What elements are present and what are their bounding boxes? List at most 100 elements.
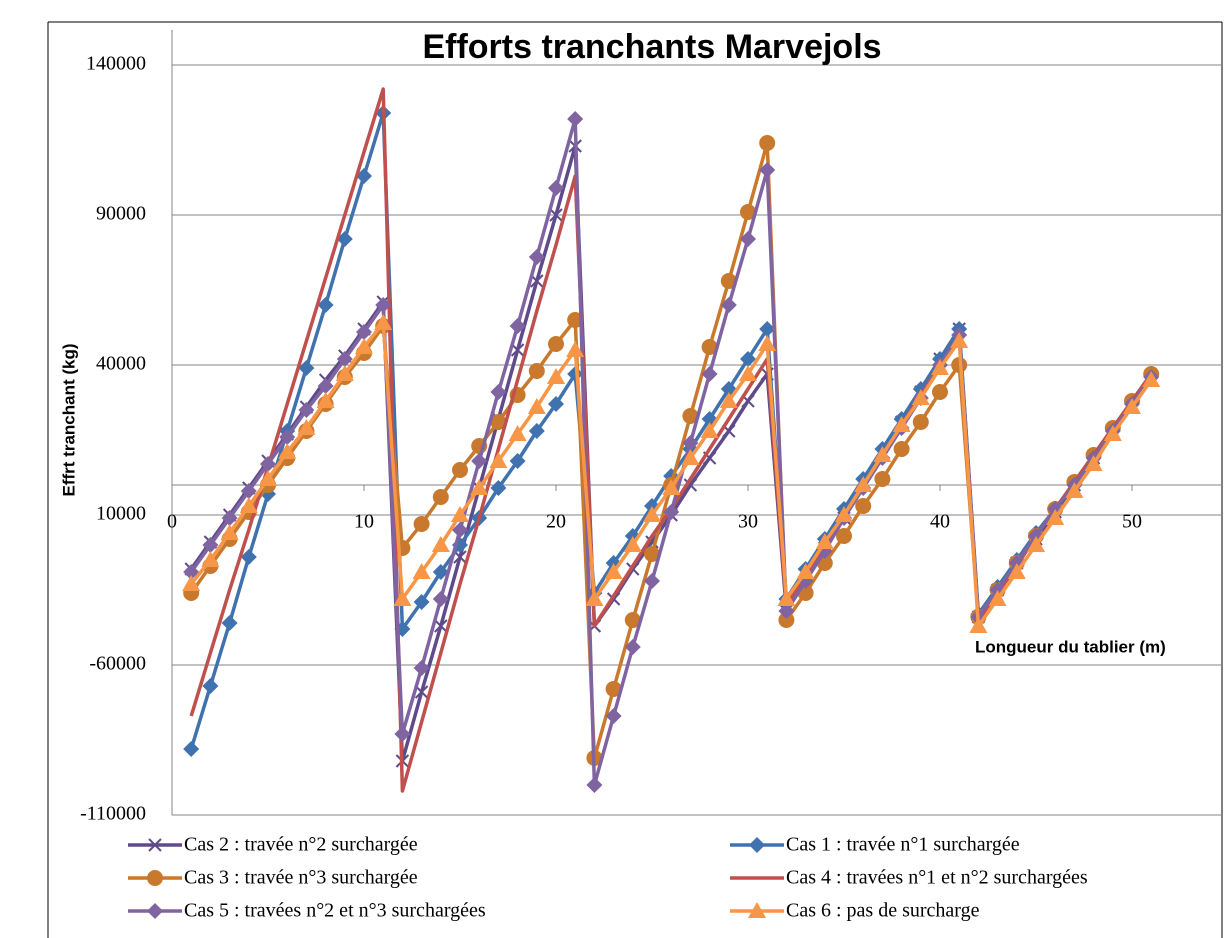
data-point: [355, 338, 373, 354]
series-group: [182, 87, 1161, 793]
data-point: [1065, 482, 1084, 498]
data-point: [796, 563, 815, 579]
data-point: [911, 389, 930, 405]
data-point: [393, 590, 412, 606]
data-point: [892, 416, 911, 432]
data-point: [548, 336, 564, 352]
x-tick-label: 0: [167, 511, 177, 533]
data-point: [1084, 455, 1103, 471]
data-point: [549, 208, 563, 222]
data-point: [528, 423, 545, 439]
data-point: [701, 366, 718, 382]
x-tick-label: 20: [546, 511, 566, 533]
data-point: [471, 453, 488, 469]
data-point: [644, 573, 660, 589]
data-point: [988, 590, 1007, 606]
data-point: [874, 471, 891, 487]
data-point: [1103, 425, 1122, 441]
data-point: [508, 425, 527, 441]
data-point: [604, 563, 623, 579]
data-point: [893, 441, 910, 457]
y-tick-label: 140000: [86, 53, 146, 75]
data-point: [739, 365, 757, 381]
data-point: [452, 462, 468, 478]
data-point: [1046, 509, 1065, 525]
data-point: [317, 297, 334, 313]
data-point: [854, 476, 873, 492]
data-point: [317, 378, 334, 394]
data-point: [413, 660, 430, 676]
data-point: [490, 414, 507, 430]
legend-marker: [148, 838, 162, 852]
legend-label: Cas 3 : travée n°3 surchargée: [184, 867, 418, 889]
data-point: [356, 324, 372, 340]
data-point: [683, 478, 698, 492]
data-point: [740, 351, 756, 367]
data-point: [663, 504, 680, 520]
y-axis-title: Effrt tranchant (kg): [59, 344, 78, 497]
data-point: [759, 162, 776, 178]
data-point: [298, 360, 315, 376]
data-point: [624, 639, 641, 655]
x-tick-label: 10: [354, 511, 374, 533]
data-point: [375, 297, 392, 313]
data-point: [931, 359, 949, 375]
data-point: [412, 563, 431, 579]
data-point: [1142, 371, 1161, 387]
data-point: [815, 533, 834, 549]
data-point: [1027, 536, 1045, 552]
data-point: [316, 392, 335, 408]
data-point: [298, 402, 315, 418]
data-point: [278, 443, 297, 459]
data-point: [1007, 563, 1026, 579]
data-point: [605, 681, 622, 697]
data-point: [624, 612, 641, 628]
data-point: [490, 384, 507, 400]
data-point: [759, 135, 776, 151]
data-point: [434, 619, 448, 633]
data-point: [566, 341, 585, 357]
data-point: [873, 446, 892, 462]
data-point: [719, 392, 738, 408]
legend-marker: [147, 903, 163, 919]
chart-title: Efforts tranchants Marvejols: [422, 28, 881, 66]
data-point: [490, 480, 507, 496]
data-point: [567, 111, 584, 127]
data-point: [335, 365, 354, 381]
legend-marker: [147, 870, 163, 886]
data-point: [836, 528, 852, 544]
data-point: [336, 351, 353, 367]
data-point: [201, 551, 220, 567]
data-point: [374, 314, 393, 330]
data-point: [1123, 398, 1141, 414]
data-point: [279, 429, 296, 445]
data-point: [432, 591, 449, 607]
y-tick-label: -110000: [80, 803, 146, 825]
data-point: [681, 449, 700, 465]
data-point: [202, 678, 219, 694]
data-point: [413, 594, 430, 610]
data-point: [682, 435, 699, 451]
data-point: [759, 321, 776, 337]
data-point: [740, 204, 756, 220]
y-tick-label: 10000: [96, 503, 146, 525]
data-point: [183, 564, 200, 580]
data-point: [221, 510, 238, 526]
data-point: [912, 414, 929, 430]
data-point: [585, 590, 604, 606]
data-point: [297, 419, 316, 435]
data-point: [202, 537, 219, 553]
y-tick-label: 40000: [96, 353, 146, 375]
data-point: [394, 726, 411, 742]
x-tick-label: 40: [930, 511, 950, 533]
data-point: [700, 422, 719, 438]
data-point: [356, 168, 372, 184]
data-point: [950, 332, 969, 348]
data-point: [740, 231, 756, 247]
data-point: [452, 522, 468, 538]
data-point: [644, 546, 660, 562]
data-point: [220, 524, 239, 540]
data-point: [239, 497, 258, 513]
legend-label: Cas 6 : pas de surcharge: [786, 900, 980, 922]
